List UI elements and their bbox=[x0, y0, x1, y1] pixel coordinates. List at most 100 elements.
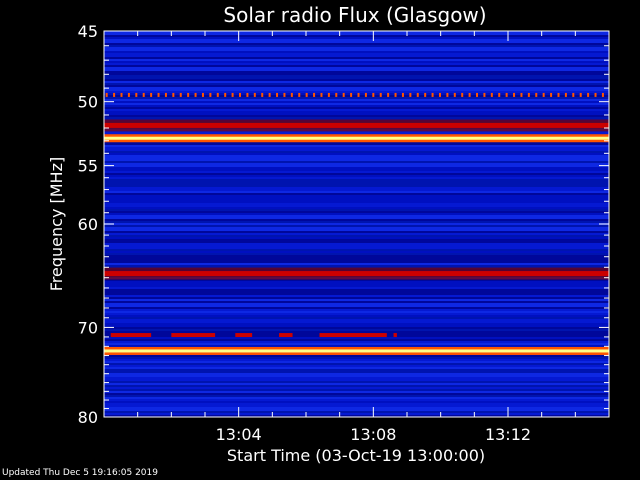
spike-mark bbox=[527, 92, 530, 97]
spike-mark bbox=[290, 92, 293, 97]
spike-mark bbox=[313, 92, 316, 97]
noise-row bbox=[104, 115, 609, 117]
spike-mark bbox=[579, 92, 582, 97]
burst-segment bbox=[279, 333, 293, 338]
noise-row bbox=[104, 31, 609, 33]
spike-mark bbox=[216, 92, 219, 97]
burst-segment bbox=[235, 333, 253, 338]
noise-row bbox=[104, 371, 609, 373]
noise-row bbox=[104, 291, 609, 293]
noise-row bbox=[104, 63, 609, 65]
noise-row bbox=[104, 289, 609, 291]
noise-row bbox=[104, 149, 609, 151]
noise-row bbox=[104, 51, 609, 53]
noise-row bbox=[104, 93, 609, 95]
noise-row bbox=[104, 47, 609, 49]
noise-row bbox=[104, 331, 609, 333]
spike-mark bbox=[542, 92, 545, 97]
noise-row bbox=[104, 361, 609, 363]
noise-row bbox=[104, 43, 609, 45]
noise-row bbox=[104, 327, 609, 329]
noise-row bbox=[104, 103, 609, 105]
noise-row bbox=[104, 65, 609, 67]
noise-row bbox=[104, 173, 609, 175]
noise-row bbox=[104, 297, 609, 299]
noise-row bbox=[104, 325, 609, 327]
spike-mark bbox=[416, 92, 419, 97]
spike-mark bbox=[164, 92, 167, 97]
spike-mark bbox=[342, 92, 345, 97]
spike-mark bbox=[194, 92, 197, 97]
noise-row bbox=[104, 311, 609, 313]
noise-row bbox=[104, 143, 609, 145]
noise-row bbox=[104, 301, 609, 303]
noise-row bbox=[104, 61, 609, 63]
noise-row bbox=[104, 133, 609, 135]
noise-row bbox=[104, 387, 609, 389]
y-tick-label: 50 bbox=[78, 93, 98, 112]
noise-row bbox=[104, 313, 609, 315]
noise-row bbox=[104, 245, 609, 247]
spike-mark bbox=[401, 92, 404, 97]
noise-row bbox=[104, 401, 609, 403]
noise-row bbox=[104, 57, 609, 59]
noise-row bbox=[104, 407, 609, 409]
noise-row bbox=[104, 319, 609, 321]
noise-row bbox=[104, 381, 609, 383]
noise-row bbox=[104, 285, 609, 287]
noise-row bbox=[104, 281, 609, 283]
noise-row bbox=[104, 295, 609, 297]
spike-mark bbox=[320, 92, 323, 97]
noise-row bbox=[104, 231, 609, 233]
plot-area bbox=[104, 31, 609, 417]
noise-row bbox=[104, 209, 609, 211]
spike-mark bbox=[187, 92, 190, 97]
noise-row bbox=[104, 305, 609, 307]
noise-row bbox=[104, 53, 609, 55]
noise-row bbox=[104, 259, 609, 261]
noise-row bbox=[104, 293, 609, 295]
spike-mark bbox=[335, 92, 338, 97]
spike-mark bbox=[201, 92, 204, 97]
noise-row bbox=[104, 147, 609, 149]
spike-mark bbox=[276, 92, 279, 97]
noise-row bbox=[104, 163, 609, 165]
noise-row bbox=[104, 155, 609, 157]
spike-mark bbox=[179, 92, 182, 97]
noise-row bbox=[104, 359, 609, 361]
noise-row bbox=[104, 233, 609, 235]
noise-row bbox=[104, 77, 609, 79]
spike-mark bbox=[446, 92, 449, 97]
noise-row bbox=[104, 309, 609, 311]
spike-mark bbox=[231, 92, 234, 97]
noise-row bbox=[104, 39, 609, 41]
x-tick-label: 13:08 bbox=[350, 425, 396, 444]
noise-row bbox=[104, 171, 609, 173]
spike-mark bbox=[209, 92, 212, 97]
noise-row bbox=[104, 385, 609, 387]
noise-row bbox=[104, 159, 609, 161]
spike-mark bbox=[520, 92, 523, 97]
noise-row bbox=[104, 283, 609, 285]
spike-mark bbox=[113, 92, 116, 97]
y-axis: 45 50 55 60 70 80 bbox=[78, 22, 609, 427]
noise-row bbox=[104, 83, 609, 85]
noise-row bbox=[104, 239, 609, 241]
noise-row bbox=[104, 199, 609, 201]
spike-mark bbox=[298, 92, 301, 97]
noise-row bbox=[104, 251, 609, 253]
spike-mark bbox=[438, 92, 441, 97]
spike-mark bbox=[261, 92, 264, 97]
spike-mark bbox=[157, 92, 160, 97]
y-tick-label: 45 bbox=[78, 22, 98, 41]
spike-mark bbox=[476, 92, 479, 97]
noise-row bbox=[104, 263, 609, 265]
noise-row bbox=[104, 365, 609, 367]
noise-row bbox=[104, 117, 609, 119]
noise-row bbox=[104, 161, 609, 163]
spike-mark bbox=[105, 92, 108, 97]
burst-segment bbox=[171, 333, 216, 338]
noise-row bbox=[104, 369, 609, 371]
spike-mark bbox=[135, 92, 138, 97]
